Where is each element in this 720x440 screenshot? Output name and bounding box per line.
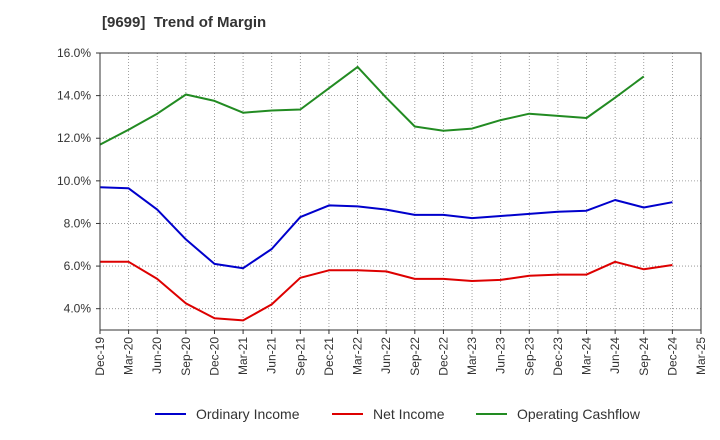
x-axis-ticks: Dec-19 Mar-20 Jun-20 Sep-20 Dec-20 Mar-21 Jun-… — [93, 330, 708, 376]
x-tick-label: Jun-23 — [494, 337, 508, 374]
plot-area-frame — [99, 52, 702, 331]
chart-title: [9699] Trend of Margin — [102, 14, 267, 31]
x-tick-label: Dec-21 — [322, 337, 336, 376]
y-axis-ticks: 4.0% 6.0% 8.0% 10.0% 12.0% 14.0% 16.0% — [57, 46, 100, 316]
x-tick-label: Dec-23 — [551, 337, 565, 376]
legend-label-ordinary-income: Ordinary Income — [196, 406, 300, 422]
x-tick-label: Mar-23 — [465, 337, 479, 375]
x-tick-label: Dec-20 — [207, 337, 221, 376]
x-tick-label: Dec-19 — [93, 337, 107, 376]
y-tick-label: 16.0% — [57, 46, 91, 60]
x-tick-label: Sep-22 — [408, 337, 422, 376]
y-tick-label: 4.0% — [64, 302, 92, 316]
y-tick-label: 10.0% — [57, 174, 91, 188]
x-tick-label: Jun-24 — [608, 337, 622, 374]
x-tick-label: Dec-22 — [436, 337, 450, 376]
x-tick-label: Sep-23 — [522, 337, 536, 376]
x-tick-label: Sep-21 — [293, 337, 307, 376]
series-line-operating-cashflow — [99, 65, 645, 146]
series-line-ordinary-income — [99, 186, 673, 270]
series-lines — [99, 65, 673, 322]
legend-label-operating-cashflow: Operating Cashflow — [517, 406, 641, 422]
x-tick-label: Mar-24 — [580, 337, 594, 375]
legend-label-net-income: Net Income — [373, 406, 445, 422]
x-tick-label: Sep-20 — [179, 337, 193, 376]
y-tick-label: 6.0% — [64, 259, 92, 273]
series-line-net-income — [100, 260, 673, 322]
x-tick-label: Sep-24 — [637, 337, 651, 376]
x-tick-label: Mar-21 — [236, 337, 250, 375]
x-tick-label: Dec-24 — [665, 337, 679, 376]
x-tick-label: Jun-20 — [150, 337, 164, 374]
x-tick-label: Jun-21 — [265, 337, 279, 374]
y-tick-label: 8.0% — [64, 216, 92, 230]
x-tick-label: Jun-22 — [379, 337, 393, 374]
y-tick-label: 14.0% — [57, 89, 91, 103]
y-tick-label: 12.0% — [57, 131, 91, 145]
x-tick-label: Mar-25 — [694, 337, 708, 375]
x-tick-label: Mar-20 — [122, 337, 136, 375]
legend: Ordinary Income Net Income Operating Cashf… — [155, 406, 641, 422]
x-tick-label: Mar-22 — [351, 337, 365, 375]
